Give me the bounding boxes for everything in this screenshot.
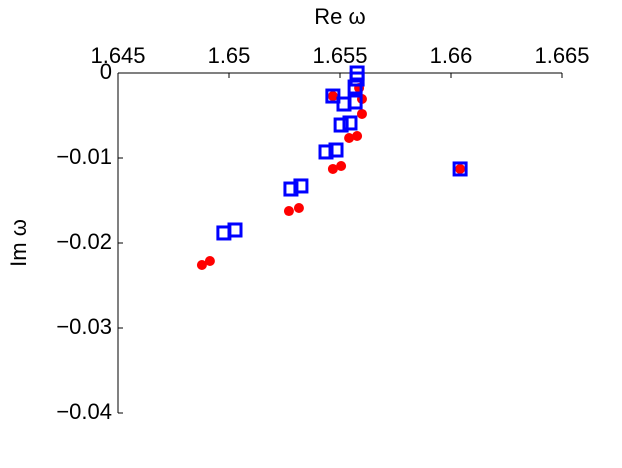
y-tick-label: −0.01: [56, 144, 112, 169]
circle-point: [356, 108, 367, 119]
square-point: [293, 178, 309, 194]
y-tick-label: 0: [100, 59, 112, 84]
circle-point: [336, 160, 347, 171]
square-point: [333, 117, 349, 133]
x-tick-label: 1.66: [430, 43, 473, 68]
circle-point: [293, 202, 304, 213]
square-point: [452, 161, 468, 177]
circle-point: [352, 130, 363, 141]
square-point: [347, 94, 363, 110]
circle-point: [196, 260, 207, 271]
y-axis-label: Im ω: [6, 219, 31, 267]
y-tick-label: −0.03: [56, 314, 112, 339]
square-point: [283, 181, 299, 197]
x-tick-label: 1.655: [312, 43, 367, 68]
y-tick-label: −0.04: [56, 399, 112, 424]
y-tick-label: −0.02: [56, 229, 112, 254]
circle-point: [204, 256, 215, 267]
square-point: [328, 142, 344, 158]
circle-point: [283, 206, 294, 217]
square-point: [318, 144, 334, 160]
square-point: [342, 115, 358, 131]
x-tick-label: 1.65: [208, 43, 251, 68]
circle-point: [327, 91, 338, 102]
square-point: [347, 79, 363, 95]
square-point: [349, 65, 365, 81]
x-axis-label: Re ω: [314, 4, 365, 29]
circle-point: [327, 163, 338, 174]
square-point: [325, 88, 341, 104]
square-point: [227, 222, 243, 238]
x-tick-label: 1.665: [534, 43, 589, 68]
x-tick-label: 1.645: [90, 43, 145, 68]
circle-point: [344, 133, 355, 144]
circle-point: [455, 163, 466, 174]
